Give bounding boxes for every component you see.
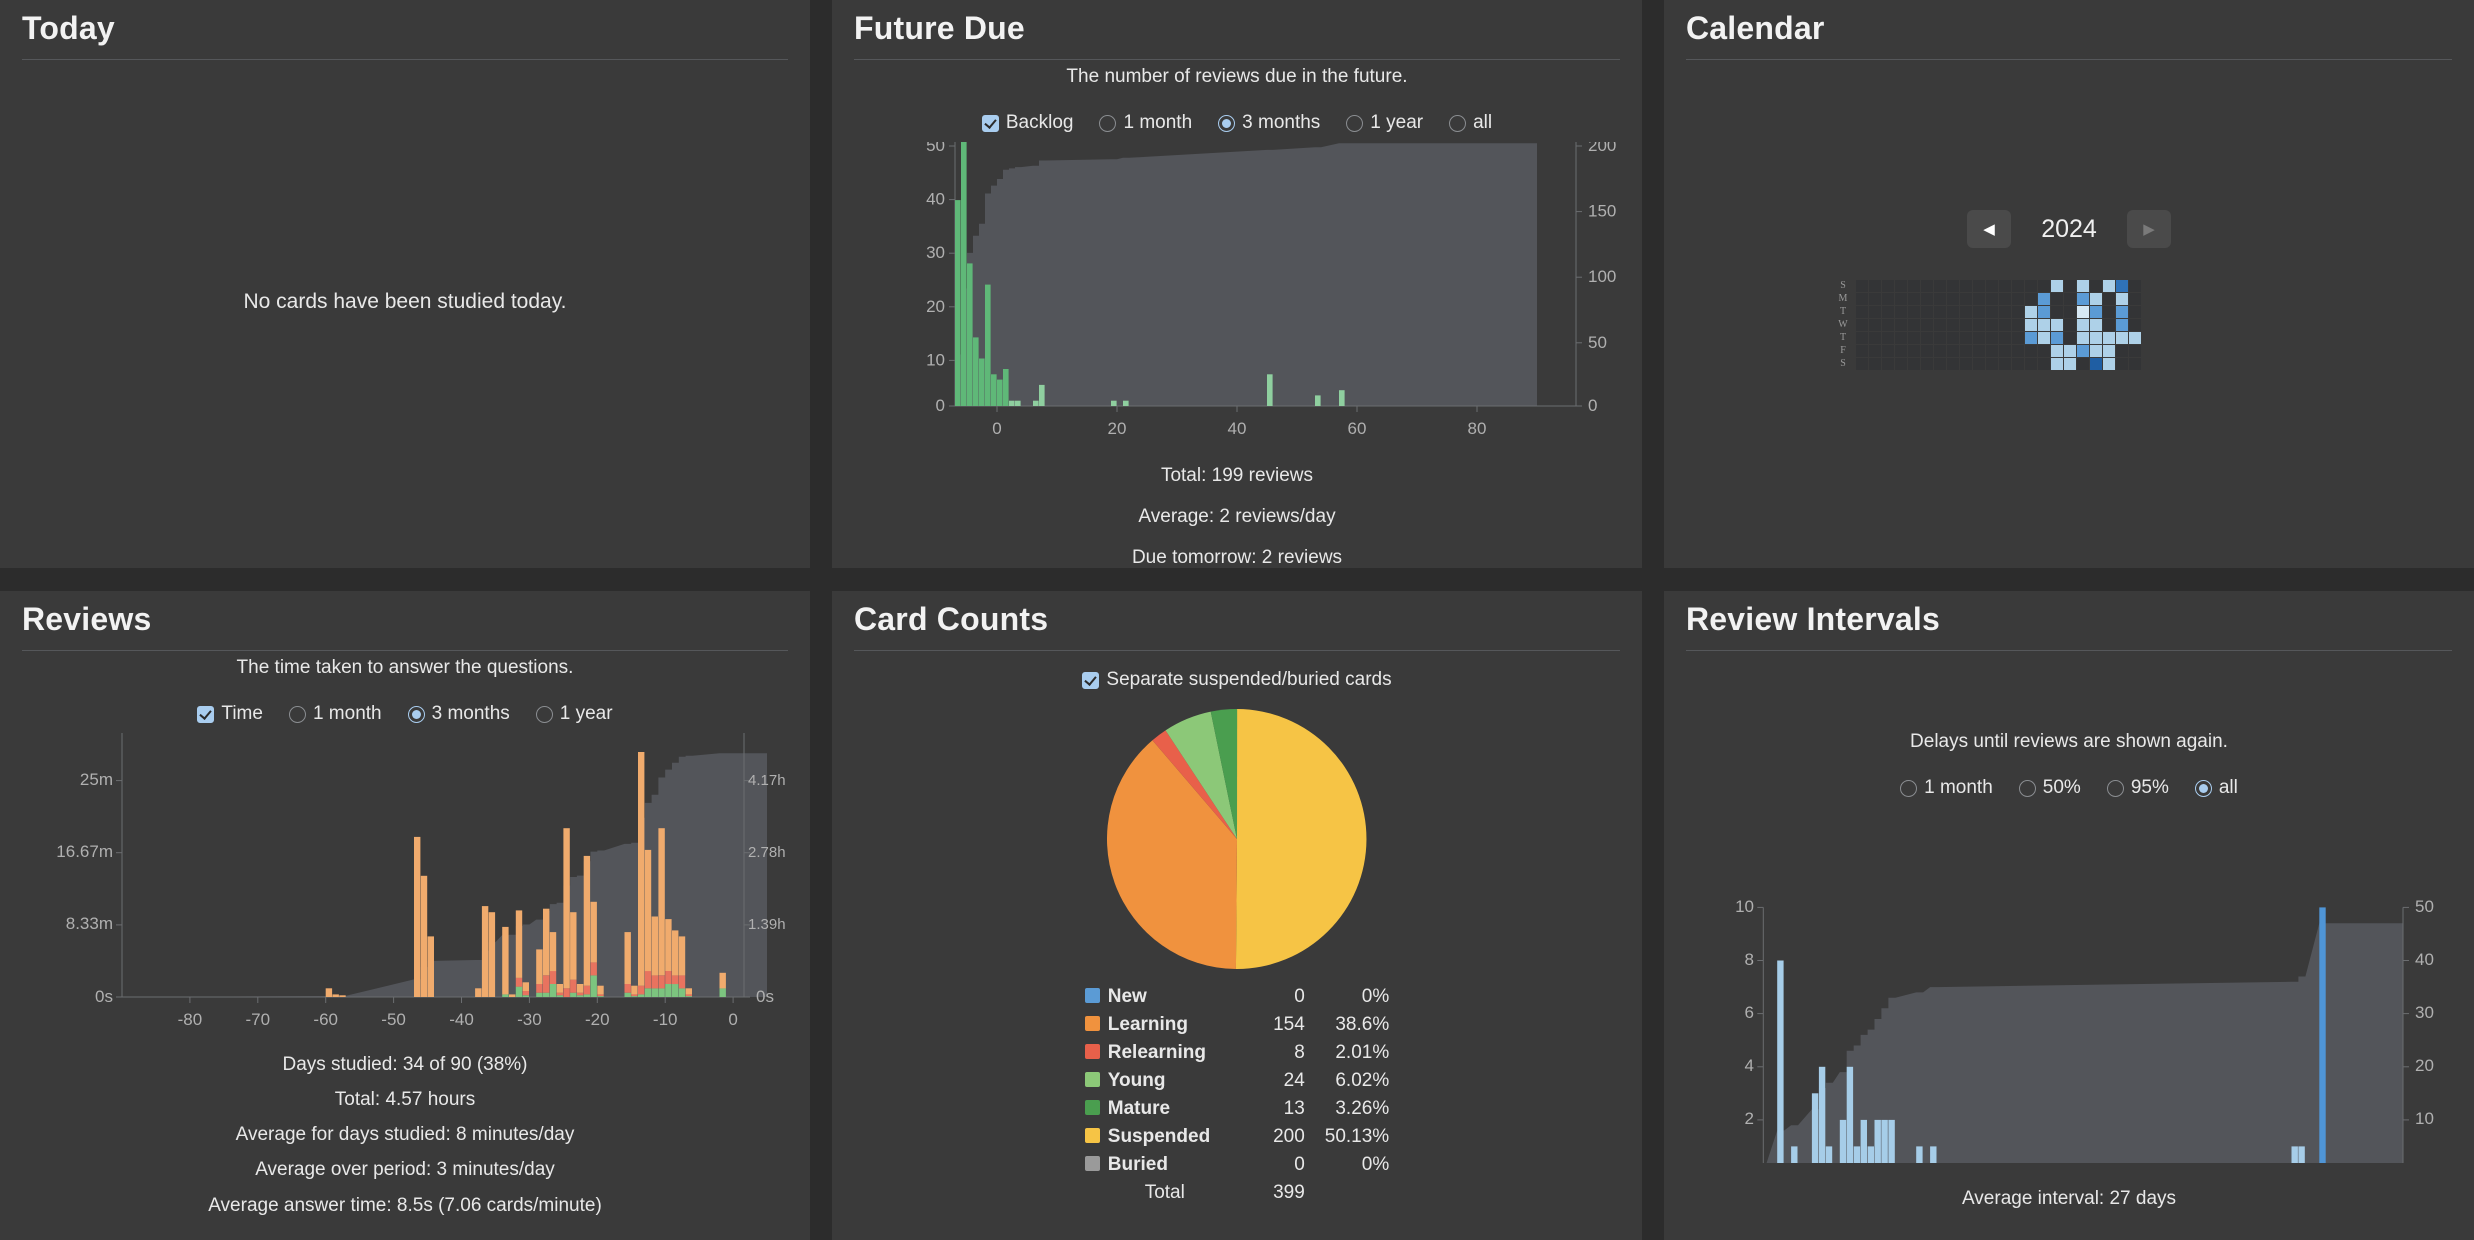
svg-text:0: 0 xyxy=(936,396,945,415)
svg-text:150: 150 xyxy=(1588,202,1616,221)
svg-text:-70: -70 xyxy=(246,1010,271,1029)
svg-text:16.67m: 16.67m xyxy=(56,842,113,861)
svg-text:25m: 25m xyxy=(80,770,113,789)
svg-text:0s: 0s xyxy=(756,987,774,1006)
svg-text:80: 80 xyxy=(1468,419,1487,438)
svg-text:0: 0 xyxy=(992,419,1001,438)
svg-text:8.33m: 8.33m xyxy=(66,914,113,933)
svg-text:-10: -10 xyxy=(653,1010,678,1029)
svg-text:20: 20 xyxy=(926,297,945,316)
svg-text:10: 10 xyxy=(1735,897,1754,916)
svg-text:50: 50 xyxy=(1588,333,1607,352)
svg-text:60: 60 xyxy=(1348,419,1367,438)
svg-text:50: 50 xyxy=(2415,897,2434,916)
svg-text:-40: -40 xyxy=(449,1010,474,1029)
svg-text:-30: -30 xyxy=(517,1010,542,1029)
svg-text:40: 40 xyxy=(926,190,945,209)
svg-text:40: 40 xyxy=(2415,950,2434,969)
svg-text:0: 0 xyxy=(1588,396,1597,415)
svg-text:200: 200 xyxy=(1588,142,1616,155)
svg-text:2: 2 xyxy=(1745,1109,1754,1128)
svg-text:4.17h: 4.17h xyxy=(748,772,786,789)
svg-text:10: 10 xyxy=(2415,1109,2434,1128)
svg-text:-60: -60 xyxy=(313,1010,338,1029)
svg-text:100: 100 xyxy=(1588,267,1616,286)
svg-text:0: 0 xyxy=(728,1010,737,1029)
svg-text:0s: 0s xyxy=(95,987,113,1006)
svg-text:30: 30 xyxy=(2415,1003,2434,1022)
svg-text:-80: -80 xyxy=(178,1010,203,1029)
svg-text:1.39h: 1.39h xyxy=(748,916,786,933)
svg-text:20: 20 xyxy=(2415,1056,2434,1075)
svg-text:30: 30 xyxy=(926,243,945,262)
svg-text:8: 8 xyxy=(1745,950,1754,969)
svg-text:-20: -20 xyxy=(585,1010,610,1029)
svg-text:10: 10 xyxy=(926,350,945,369)
svg-text:20: 20 xyxy=(1108,419,1127,438)
svg-text:6: 6 xyxy=(1745,1003,1754,1022)
svg-text:50: 50 xyxy=(926,142,945,155)
svg-text:40: 40 xyxy=(1228,419,1247,438)
svg-text:-50: -50 xyxy=(381,1010,406,1029)
svg-text:2.78h: 2.78h xyxy=(748,844,786,861)
svg-text:4: 4 xyxy=(1745,1056,1754,1075)
